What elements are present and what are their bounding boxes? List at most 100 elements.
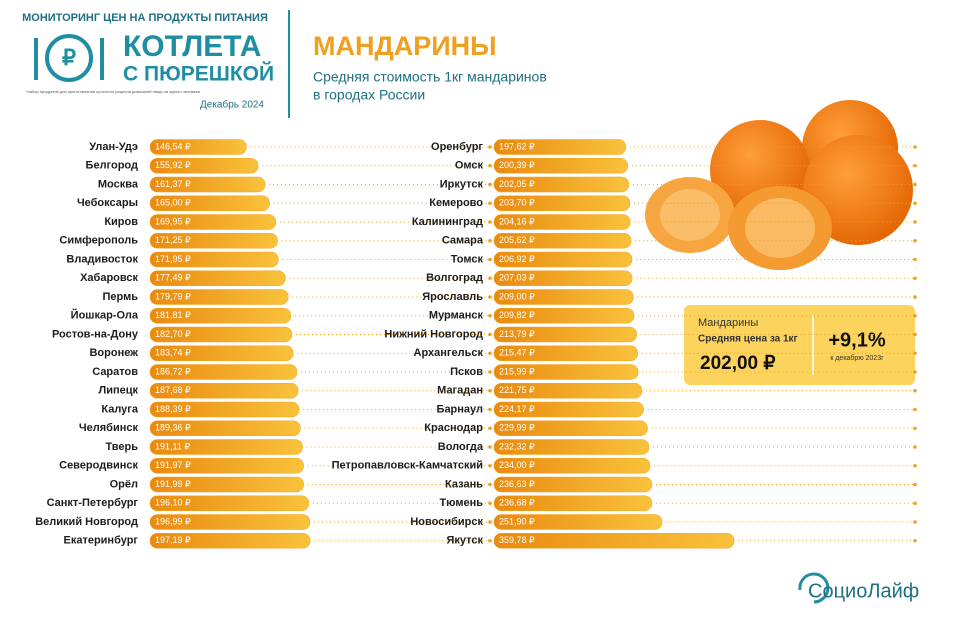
logo-ruble: ₽ (62, 45, 76, 70)
city-label: Краснодар (424, 422, 483, 434)
bar (493, 458, 651, 474)
bar (493, 195, 631, 211)
bar (493, 476, 653, 493)
callout-box (684, 305, 915, 385)
city-label: Калуга (101, 403, 139, 415)
value-label: 197,19 ₽ (155, 535, 191, 545)
leader-dot (488, 276, 492, 281)
city-label: Белгород (86, 160, 138, 172)
value-label: 202,05 ₽ (499, 179, 535, 189)
brand-icon (798, 572, 830, 604)
logo-line1: КОТЛЕТА (123, 30, 261, 63)
value-label: 171,25 ₽ (155, 235, 191, 245)
bar (493, 270, 633, 286)
value-label: 191,99 ₽ (155, 479, 191, 489)
city-label: Ростов-на-Дону (52, 328, 139, 340)
city-label: Архангельск (414, 347, 484, 359)
city-label: Владивосток (66, 253, 138, 265)
bar (149, 139, 247, 155)
bar (149, 364, 298, 380)
bar (149, 533, 311, 549)
bar (149, 270, 286, 286)
city-label: Ярославль (422, 291, 483, 303)
city-label: Киров (104, 216, 138, 228)
bar (493, 495, 653, 511)
leader-dot (913, 388, 917, 393)
city-label: Москва (98, 178, 139, 190)
logo-icon (34, 34, 104, 82)
city-label: Орёл (110, 478, 138, 490)
value-label: 146,54 ₽ (155, 141, 191, 151)
value-label: 189,36 ₽ (155, 423, 191, 433)
value-label: 197,62 ₽ (499, 141, 535, 151)
leader-dot (913, 501, 917, 506)
bar (149, 345, 294, 361)
city-label: Чебоксары (77, 197, 138, 209)
bar (493, 420, 648, 436)
city-label: Барнаул (437, 403, 483, 415)
callout-price: 202,00 ₽ (700, 353, 775, 374)
city-label: Петропавловск-Камчатский (332, 460, 483, 472)
bar (493, 326, 637, 343)
bar (493, 158, 629, 174)
city-label: Симферополь (59, 235, 138, 247)
bar (493, 139, 627, 155)
city-label: Мурманск (429, 310, 484, 322)
city-label: Пермь (103, 291, 139, 303)
leader-dot (913, 445, 917, 449)
title: МАНДАРИНЫ (313, 31, 497, 61)
leader-dot (488, 370, 492, 374)
logo-line2: С ПЮРЕШКОЙ (123, 62, 274, 86)
bar (149, 495, 310, 511)
city-label: Великий Новгород (35, 516, 138, 528)
value-label: 177,49 ₽ (155, 273, 191, 283)
leader-dot (913, 538, 917, 543)
bar (149, 383, 299, 399)
value-label: 207,03 ₽ (499, 273, 535, 283)
city-label: Псков (450, 366, 483, 378)
bar (493, 533, 735, 549)
city-label: Томск (451, 253, 484, 265)
bar (493, 364, 639, 380)
leader-dot (488, 351, 492, 356)
leader-dot (488, 388, 492, 393)
bar (493, 345, 639, 361)
bar (149, 176, 266, 193)
value-label: 215,47 ₽ (499, 348, 535, 358)
value-label: 155,92 ₽ (155, 160, 191, 170)
value-label: 181,81 ₽ (155, 310, 191, 320)
leader-dot (488, 182, 492, 187)
leader-dot (488, 407, 492, 412)
bar (149, 514, 311, 530)
leader-dot (488, 238, 492, 243)
bar (149, 439, 303, 455)
value-label: 251,90 ₽ (499, 516, 535, 526)
city-label: Вологда (438, 441, 484, 453)
bar (149, 233, 278, 249)
callout-change-note: к декабрю 2023г (830, 354, 884, 362)
bar (149, 401, 300, 418)
subtitle: в городах России (313, 87, 425, 103)
value-label: 206,92 ₽ (499, 254, 535, 264)
bar (493, 289, 634, 305)
leader-dot (488, 426, 492, 431)
city-label: Кемерово (429, 197, 483, 209)
bar (493, 401, 644, 418)
leader-dot (488, 220, 492, 224)
value-label: 205,62 ₽ (499, 235, 535, 245)
leader-dot (488, 482, 492, 487)
city-label: Йошкар-Ола (71, 309, 139, 322)
leader-dot (488, 201, 492, 206)
bar (149, 308, 292, 324)
bar (149, 326, 293, 343)
leader-dot (913, 520, 917, 524)
leader-dot (913, 370, 917, 374)
bar (149, 158, 259, 174)
value-label: 236,68 ₽ (499, 498, 535, 508)
bar (493, 251, 633, 268)
leader-dot (913, 332, 917, 337)
leader-dot (913, 351, 917, 356)
callout-product: Мандарины (698, 317, 758, 329)
bar (149, 458, 304, 474)
